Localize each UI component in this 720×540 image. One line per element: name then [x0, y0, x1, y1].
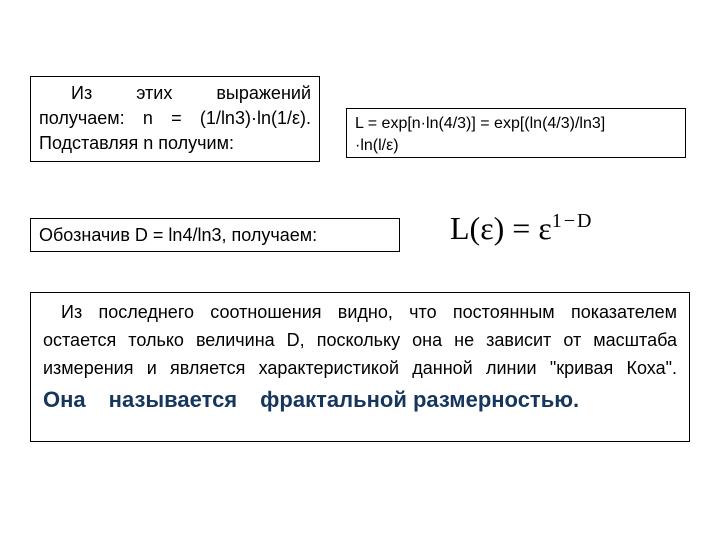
- box2-line2: ·ln(l/ε): [355, 137, 399, 154]
- text-box-2: L = exp[n·ln(4/3)] = exp[(ln(4/3)/ln3] ·…: [346, 108, 686, 158]
- box3-text: Обозначив D = ln4/ln3, получаем:: [39, 225, 317, 245]
- formula-lhs: L(ε): [450, 210, 504, 246]
- text-box-4: Из последнего соотношения видно, что пос…: [30, 292, 690, 442]
- text-box-1: Из этих выражений получаем: n = (1/ln3)·…: [30, 76, 320, 162]
- box2-line1: L = exp[n·ln(4/3)] = exp[(ln(4/3)/ln3]: [355, 115, 605, 132]
- box4-text-a: Из последнего соотношения видно, что пос…: [43, 302, 677, 378]
- box4-em2: называется: [109, 383, 256, 417]
- text-box-3: Обозначив D = ln4/ln3, получаем:: [30, 218, 400, 252]
- formula-sup: 1−D: [552, 210, 594, 232]
- box4-em3: фрактальной размерностью.: [260, 387, 579, 412]
- formula: L(ε) = ε1−D: [450, 210, 690, 247]
- formula-base: ε: [538, 210, 551, 246]
- box4-em1: Она: [43, 383, 104, 417]
- formula-eq: =: [504, 210, 538, 246]
